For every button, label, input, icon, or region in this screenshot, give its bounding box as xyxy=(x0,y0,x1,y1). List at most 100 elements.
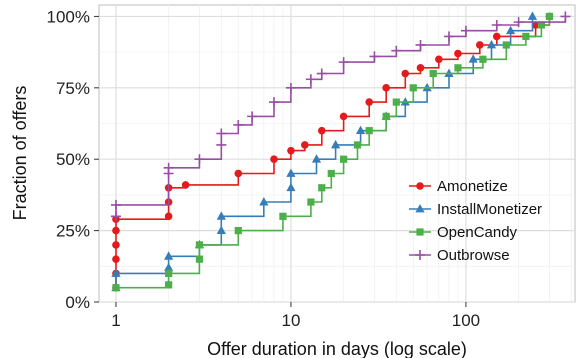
series-layer xyxy=(110,11,571,292)
x-tick-label: 10 xyxy=(281,311,300,330)
data-point-installmonetizer xyxy=(468,54,478,63)
data-point-amonetize xyxy=(416,64,425,72)
data-point-amonetize xyxy=(112,255,120,263)
data-point-installmonetizer xyxy=(164,251,174,260)
y-axis: 0% 25% 50% 75% 100% xyxy=(47,7,99,312)
data-point-amonetize xyxy=(112,226,120,235)
x-tick-label: 1 xyxy=(111,311,120,330)
data-point-installmonetizer xyxy=(486,39,497,49)
data-point-opencandy xyxy=(165,281,173,289)
data-point-amonetize xyxy=(287,146,295,155)
data-point-amonetize xyxy=(270,155,278,164)
data-point-amonetize xyxy=(317,126,326,135)
data-point-amonetize xyxy=(301,141,309,149)
data-point-opencandy xyxy=(234,227,242,235)
data-point-amonetize xyxy=(382,84,390,92)
data-point-outbrowse xyxy=(110,199,121,210)
data-point-outbrowse xyxy=(163,162,174,173)
series-opencandy xyxy=(112,12,554,292)
data-point-opencandy xyxy=(409,84,417,92)
data-point-amonetize xyxy=(112,241,120,249)
legend-label-outbrowse: Outbrowse xyxy=(437,247,510,264)
data-point-installmonetizer xyxy=(331,139,341,149)
data-point-opencandy xyxy=(353,141,362,149)
y-tick-label: 25% xyxy=(56,222,90,241)
data-point-outbrowse xyxy=(110,211,121,222)
data-point-opencandy xyxy=(454,64,462,72)
data-point-opencandy xyxy=(307,198,315,206)
data-point-opencandy xyxy=(479,55,487,63)
series-outbrowse xyxy=(110,11,571,222)
legend-item-installmonetizer: InstallMonetizer xyxy=(409,201,542,218)
data-point-outbrowse xyxy=(460,25,471,36)
data-point-outbrowse xyxy=(560,11,571,22)
data-point-outbrowse xyxy=(415,39,426,50)
data-point-opencandy xyxy=(165,269,173,278)
data-point-amonetize xyxy=(234,169,243,178)
legend-marker-amonetize xyxy=(416,182,424,190)
data-point-installmonetizer xyxy=(506,25,516,35)
data-point-opencandy xyxy=(522,32,530,41)
data-point-opencandy xyxy=(365,127,373,135)
data-point-outbrowse xyxy=(285,82,296,93)
data-point-amonetize xyxy=(365,98,373,106)
data-point-amonetize xyxy=(181,181,190,189)
data-point-installmonetizer xyxy=(311,154,322,163)
data-point-outbrowse xyxy=(247,111,258,122)
data-point-opencandy xyxy=(195,241,204,249)
data-point-opencandy xyxy=(502,41,510,49)
legend-item-opencandy: OpenCandy xyxy=(409,224,518,241)
data-point-opencandy xyxy=(340,155,348,163)
y-tick-label: 75% xyxy=(56,79,90,98)
data-point-outbrowse xyxy=(216,139,227,150)
data-point-installmonetizer xyxy=(527,11,538,20)
data-point-outbrowse xyxy=(194,154,205,165)
legend: Amonetize InstallMonetizer OpenCandy Outbro… xyxy=(409,178,542,264)
data-point-installmonetizer xyxy=(259,197,269,206)
y-tick-label: 50% xyxy=(56,150,90,169)
x-axis: 1 10 100 xyxy=(111,302,480,330)
data-point-opencandy xyxy=(392,98,400,106)
data-point-opencandy xyxy=(537,21,546,29)
legend-marker-outbrowse xyxy=(415,250,425,260)
data-point-opencandy xyxy=(279,212,287,220)
data-point-opencandy xyxy=(382,112,390,120)
data-point-installmonetizer xyxy=(286,182,296,192)
data-point-installmonetizer xyxy=(111,268,121,277)
data-point-outbrowse xyxy=(305,74,316,85)
series-line-opencandy xyxy=(116,16,551,289)
data-point-outbrowse xyxy=(268,97,279,108)
data-point-outbrowse xyxy=(216,128,227,139)
data-point-opencandy xyxy=(545,12,554,21)
data-point-outbrowse xyxy=(491,19,502,30)
data-point-opencandy xyxy=(327,169,335,178)
data-point-installmonetizer xyxy=(164,262,174,272)
legend-item-outbrowse: Outbrowse xyxy=(409,247,510,264)
data-point-installmonetizer xyxy=(216,225,226,235)
legend-label-amonetize: Amonetize xyxy=(437,178,508,195)
y-tick-label: 0% xyxy=(65,293,90,312)
data-point-outbrowse xyxy=(513,17,524,28)
data-point-amonetize xyxy=(492,32,501,41)
data-point-installmonetizer xyxy=(286,168,296,177)
y-axis-title: Fraction of offers xyxy=(10,86,30,221)
data-point-outbrowse xyxy=(443,31,454,42)
x-tick-label: 100 xyxy=(452,311,480,330)
y-tick-label: 100% xyxy=(47,7,90,26)
data-point-installmonetizer xyxy=(355,125,366,135)
data-point-installmonetizer xyxy=(400,97,410,106)
data-point-amonetize xyxy=(164,212,173,221)
data-point-outbrowse xyxy=(369,51,380,62)
data-point-opencandy xyxy=(195,255,204,263)
legend-item-amonetize: Amonetize xyxy=(409,178,508,195)
plot-panel-background xyxy=(98,4,576,303)
data-point-amonetize xyxy=(454,49,462,58)
data-point-amonetize xyxy=(531,21,540,29)
data-point-outbrowse xyxy=(391,45,402,56)
data-point-amonetize xyxy=(339,112,348,121)
grid-lines xyxy=(99,5,575,303)
data-point-opencandy xyxy=(429,69,437,78)
data-point-amonetize xyxy=(435,55,443,64)
data-point-outbrowse xyxy=(233,119,244,130)
legend-label-opencandy: OpenCandy xyxy=(437,224,518,241)
